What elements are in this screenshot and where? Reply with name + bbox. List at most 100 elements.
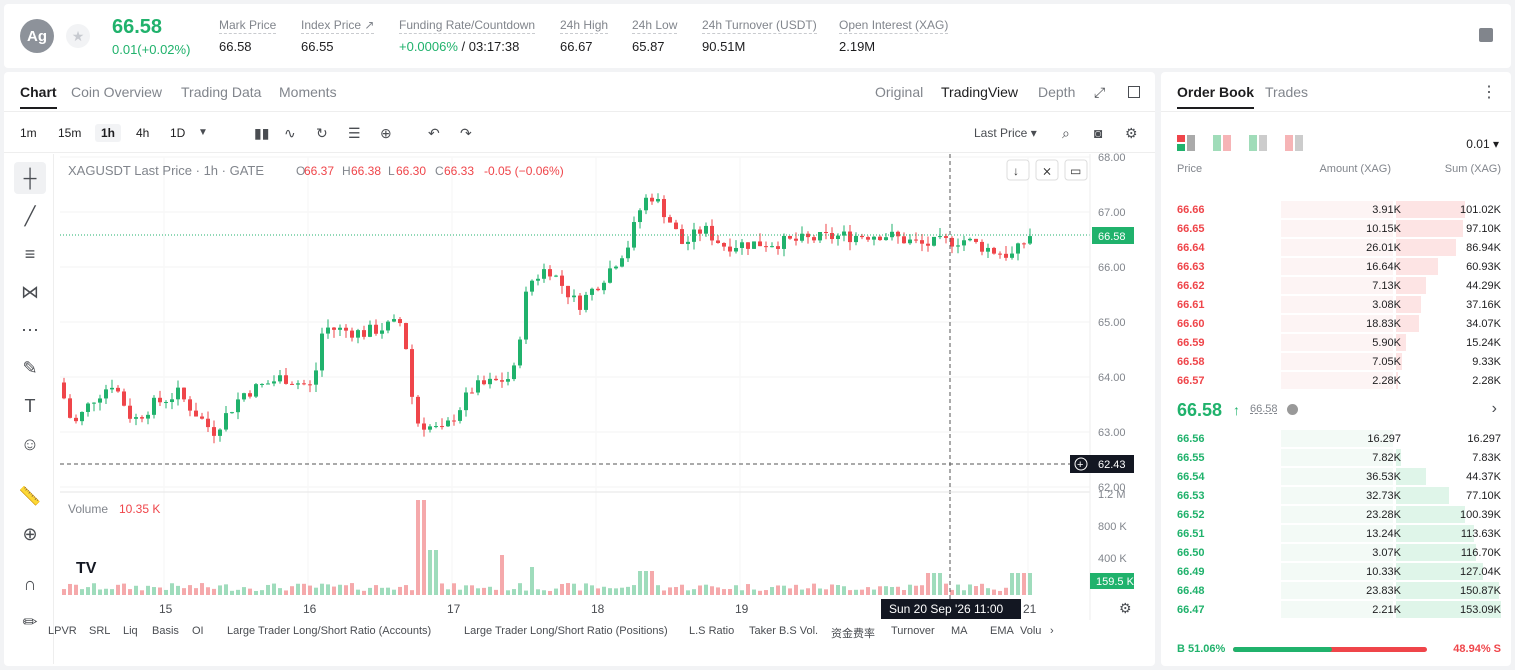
fib-icon[interactable]: ≡ bbox=[24, 243, 36, 264]
layout-asks-icon[interactable] bbox=[1285, 135, 1303, 151]
tab-trades[interactable]: Trades bbox=[1265, 84, 1309, 100]
stat-mark-price[interactable]: Mark Price 66.58 bbox=[219, 18, 277, 54]
indicator-1[interactable]: SRL bbox=[89, 625, 111, 637]
indicator-13[interactable]: Volu bbox=[1020, 625, 1042, 637]
bid-row[interactable]: 66.51 13.24K 113.63K bbox=[1161, 524, 1511, 543]
stat-funding-rate[interactable]: Funding Rate/Countdown +0.0006% / 03:17:3… bbox=[399, 18, 536, 54]
indicator-5[interactable]: Large Trader Long/Short Ratio (Accounts) bbox=[227, 625, 432, 637]
camera-icon[interactable]: ◙ bbox=[1094, 125, 1103, 141]
ask-row[interactable]: 66.59 5.90K 15.24K bbox=[1161, 333, 1511, 352]
candle-type-icon[interactable]: ▮▮ bbox=[254, 125, 270, 141]
indicator-11[interactable]: MA bbox=[951, 625, 968, 637]
price-chart[interactable]: 68.00 67.00 66.00 65.00 64.00 63.00 62.00 1.2 … bbox=[4, 72, 1155, 620]
layout-both-icon[interactable] bbox=[1177, 135, 1195, 151]
trendline-icon[interactable]: ╱ bbox=[24, 205, 36, 226]
prediction-icon[interactable]: ⋯ bbox=[21, 319, 39, 340]
ask-row[interactable]: 66.66 3.91K 101.02K bbox=[1161, 200, 1511, 219]
tab-chart[interactable]: Chart bbox=[20, 84, 57, 109]
ask-row[interactable]: 66.63 16.64K 60.93K bbox=[1161, 257, 1511, 276]
tab-moments[interactable]: Moments bbox=[279, 84, 337, 100]
candle bbox=[512, 365, 516, 380]
indicator-0[interactable]: LPVR bbox=[48, 625, 77, 637]
timeframe-1h[interactable]: 1h bbox=[95, 124, 122, 142]
undo-icon[interactable]: ↶ bbox=[428, 125, 440, 141]
svg-text:↓: ↓ bbox=[1013, 164, 1019, 178]
maximize-button[interactable] bbox=[1064, 159, 1088, 181]
timeframe-4h[interactable]: 4h bbox=[136, 126, 150, 140]
ask-row[interactable]: 66.60 18.83K 34.07K bbox=[1161, 314, 1511, 333]
ask-row[interactable]: 66.65 10.15K 97.10K bbox=[1161, 219, 1511, 238]
indicator-scroll-icon[interactable]: › bbox=[1050, 625, 1054, 637]
chevron-right-icon[interactable]: › bbox=[1491, 400, 1497, 417]
expand-icon[interactable]: ⤢ bbox=[1094, 84, 1106, 100]
bid-row[interactable]: 66.53 32.73K 77.10K bbox=[1161, 486, 1511, 505]
bid-row[interactable]: 66.56 16.297 16.297 bbox=[1161, 429, 1511, 448]
search-icon[interactable]: ⌕ bbox=[1062, 125, 1070, 141]
indicator-9[interactable]: 资金费率 bbox=[831, 628, 875, 640]
ob-sum: 113.63K bbox=[1460, 528, 1501, 540]
guide-book-icon[interactable] bbox=[1479, 28, 1493, 42]
volume-bar bbox=[404, 585, 408, 595]
indicator-3[interactable]: Basis bbox=[152, 625, 179, 637]
bid-row[interactable]: 66.47 2.21K 153.09K bbox=[1161, 600, 1511, 619]
replay-icon[interactable]: ↻ bbox=[316, 125, 328, 141]
indicator-10[interactable]: Turnover bbox=[891, 625, 935, 637]
zoom-icon[interactable]: ⊕ bbox=[22, 523, 38, 544]
ask-row[interactable]: 66.58 7.05K 9.33K bbox=[1161, 352, 1511, 371]
timeframe-15m[interactable]: 15m bbox=[58, 126, 82, 140]
bid-row[interactable]: 66.50 3.07K 116.70K bbox=[1161, 543, 1511, 562]
tab-coin-overview[interactable]: Coin Overview bbox=[71, 84, 163, 100]
candle bbox=[320, 333, 324, 371]
crosshair-icon[interactable]: ┼ bbox=[14, 162, 46, 194]
indicator-12[interactable]: EMA bbox=[990, 625, 1014, 637]
emoji-icon[interactable]: ☺ bbox=[20, 433, 40, 454]
timeframe-1m[interactable]: 1m bbox=[20, 126, 37, 140]
scroll-down-button[interactable] bbox=[1006, 159, 1030, 181]
bid-row[interactable]: 66.55 7.82K 7.83K bbox=[1161, 448, 1511, 467]
precision-select[interactable]: 0.01 ▾ bbox=[1466, 137, 1499, 151]
window-icon[interactable] bbox=[1128, 86, 1140, 98]
indicator-4[interactable]: OI bbox=[192, 625, 204, 637]
ask-row[interactable]: 66.62 7.13K 44.29K bbox=[1161, 276, 1511, 295]
timeframe-1d[interactable]: 1D bbox=[170, 126, 186, 140]
ask-row[interactable]: 66.57 2.28K 2.28K bbox=[1161, 371, 1511, 390]
collapse-button[interactable] bbox=[1035, 159, 1059, 181]
view-original[interactable]: Original bbox=[875, 84, 924, 100]
indicator-2[interactable]: Liq bbox=[123, 625, 138, 637]
bid-row[interactable]: 66.48 23.83K 150.87K bbox=[1161, 581, 1511, 600]
stat-index-price[interactable]: Index Price ↗ 66.55 bbox=[301, 18, 375, 54]
indicators-icon[interactable]: ∿ bbox=[284, 125, 296, 141]
indicator-6[interactable]: Large Trader Long/Short Ratio (Positions… bbox=[464, 625, 668, 637]
bid-row[interactable]: 66.49 10.33K 127.04K bbox=[1161, 562, 1511, 581]
price-type-select[interactable]: Last Price ▾ bbox=[974, 126, 1037, 140]
favorite-star-icon[interactable]: ★ bbox=[66, 24, 90, 48]
indicator-8[interactable]: Taker B.S Vol. bbox=[749, 625, 819, 637]
pattern-icon[interactable]: ⋈ bbox=[21, 281, 39, 302]
layout-bids-icon[interactable] bbox=[1249, 135, 1267, 151]
view-tradingview[interactable]: TradingView bbox=[941, 84, 1019, 100]
ruler-icon[interactable]: 📏 bbox=[18, 485, 42, 506]
layout-mixed-icon[interactable] bbox=[1213, 135, 1231, 151]
indicator-7[interactable]: L.S Ratio bbox=[689, 625, 735, 637]
candle bbox=[662, 198, 666, 218]
bid-row[interactable]: 66.54 36.53K 44.37K bbox=[1161, 467, 1511, 486]
ask-row[interactable]: 66.61 3.08K 37.16K bbox=[1161, 295, 1511, 314]
magnet-icon[interactable]: ∩ bbox=[23, 573, 37, 594]
more-menu-icon[interactable]: ⋮ bbox=[1481, 84, 1497, 101]
lock-draw-icon[interactable]: ✏ bbox=[22, 611, 38, 632]
redo-icon[interactable]: ↷ bbox=[460, 125, 472, 141]
add-icon[interactable]: ⊕ bbox=[380, 125, 392, 141]
view-depth[interactable]: Depth bbox=[1038, 84, 1076, 100]
brush-icon[interactable]: ✎ bbox=[22, 357, 38, 378]
chart-settings-icon[interactable]: ⚙ bbox=[1119, 600, 1132, 616]
timeframe-dropdown-icon[interactable]: ▼ bbox=[198, 127, 208, 138]
tab-order-book[interactable]: Order Book bbox=[1177, 84, 1255, 109]
tab-trading-data[interactable]: Trading Data bbox=[181, 84, 262, 100]
volume-bar bbox=[878, 586, 882, 595]
text-icon[interactable]: T bbox=[24, 395, 36, 416]
templates-icon[interactable]: ☰ bbox=[348, 125, 361, 141]
ask-row[interactable]: 66.64 26.01K 86.94K bbox=[1161, 238, 1511, 257]
mid-mark-price[interactable]: 66.58 bbox=[1250, 403, 1278, 415]
bid-row[interactable]: 66.52 23.28K 100.39K bbox=[1161, 505, 1511, 524]
settings-gear-icon[interactable]: ⚙ bbox=[1125, 125, 1138, 141]
